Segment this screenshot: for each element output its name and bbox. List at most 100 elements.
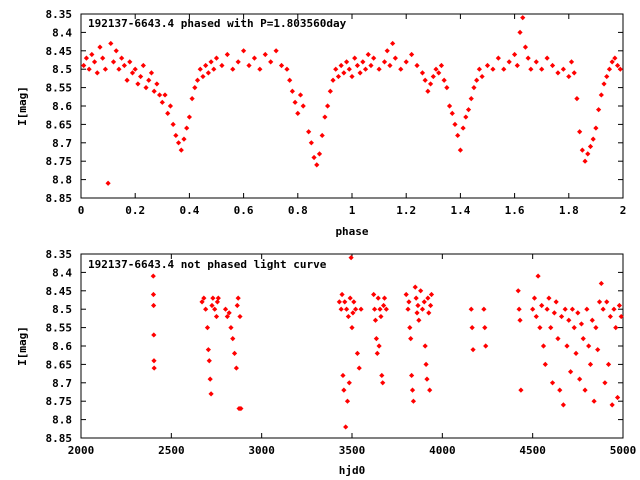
data-point [551, 310, 557, 316]
data-point [609, 402, 615, 408]
data-point [455, 132, 461, 139]
data-point [211, 66, 217, 72]
data-point [192, 85, 198, 91]
data-point [555, 70, 561, 76]
data-point [86, 66, 92, 72]
data-point [338, 306, 344, 312]
data-point [362, 66, 369, 72]
data-point [116, 66, 122, 72]
tick-group: 0 0.2 0.4 0.6 0.8 1 1.2 1.4 1.6 1.8 2 8.35 8.4 8.45 8.… [46, 8, 627, 217]
phased-light-curve-panel: 192137-6643.4 phased with P=1.803560day … [16, 8, 626, 238]
data-point [616, 302, 622, 309]
x-tick-label: 1.2 [396, 204, 416, 217]
y-tick-label: 8.8 [52, 174, 72, 187]
data-point [495, 55, 501, 61]
data-point [346, 66, 352, 72]
data-point [173, 132, 179, 139]
data-point [354, 350, 361, 356]
y-tick-label: 8.4 [52, 266, 72, 279]
data-point [235, 295, 241, 301]
data-point [416, 317, 422, 323]
x-tick-label: 0.4 [179, 204, 199, 217]
y-tick-label: 8.4 [52, 26, 72, 39]
y-axis-label: I[mag] [16, 326, 29, 366]
data-point [201, 295, 207, 301]
x-tick-label: 1.8 [559, 204, 579, 217]
data-point [515, 288, 521, 294]
data-point [231, 350, 238, 356]
data-point [371, 291, 377, 298]
y-tick-label: 8.8 [52, 414, 72, 427]
data-point [546, 295, 552, 301]
chart-title: 192137-6643.4 not phased light curve [88, 258, 327, 271]
data-point [555, 336, 561, 342]
plot-frame [80, 13, 624, 199]
data-point [224, 313, 230, 320]
data-point [347, 295, 353, 301]
data-point [427, 81, 434, 87]
data-point [433, 66, 439, 72]
data-point [430, 73, 436, 80]
data-point [598, 92, 604, 98]
data-point [579, 147, 585, 153]
data-point [406, 299, 412, 305]
data-point [409, 51, 415, 58]
data-point [444, 85, 450, 91]
data-point [426, 310, 432, 316]
data-point [284, 66, 290, 72]
data-point [197, 66, 203, 72]
data-point [560, 66, 566, 72]
data-point [517, 29, 523, 35]
data-point [341, 387, 347, 393]
data-point [353, 306, 359, 312]
data-point [383, 306, 389, 312]
data-point [143, 85, 149, 91]
data-point [289, 88, 295, 94]
data-point [342, 299, 348, 305]
x-tick-label: 1.4 [450, 204, 470, 217]
data-point [295, 110, 301, 116]
data-point [350, 310, 356, 316]
data-point [110, 59, 117, 65]
data-point [209, 302, 215, 309]
data-point [571, 325, 577, 331]
data-point [520, 15, 526, 21]
data-point [596, 299, 603, 305]
data-point [539, 302, 545, 309]
data-point [377, 306, 383, 312]
data-point [533, 313, 539, 320]
data-point [246, 62, 252, 69]
data-point [129, 70, 136, 76]
data-point [219, 62, 225, 69]
tick-group: 2000 2500 3000 3500 4000 4500 5000 8.35 8.4 8.45 8… [46, 248, 637, 457]
y-tick-label: 8.85 [46, 192, 73, 205]
data-point [365, 51, 371, 58]
data-point [514, 62, 520, 69]
data-point [325, 103, 331, 109]
data-point [424, 376, 430, 382]
data-point [300, 103, 306, 109]
data-point [578, 321, 585, 327]
data-point [590, 136, 596, 142]
data-point [349, 325, 355, 331]
x-tick-label: 2000 [68, 444, 95, 457]
data-point [522, 44, 529, 50]
data-point [516, 306, 522, 312]
data-point [549, 62, 556, 69]
data-point [371, 55, 377, 61]
data-point [587, 143, 594, 150]
data-point [449, 110, 455, 116]
data-point [210, 295, 216, 301]
data-point [119, 55, 125, 61]
data-point [575, 310, 581, 316]
data-point [577, 376, 583, 382]
data-point [222, 306, 229, 312]
data-point [517, 317, 523, 323]
data-point [483, 343, 489, 349]
data-point [314, 162, 320, 168]
data-point [91, 59, 98, 65]
data-point [501, 66, 507, 72]
data-point [154, 81, 160, 87]
data-point [409, 372, 415, 379]
data-point [425, 295, 431, 301]
